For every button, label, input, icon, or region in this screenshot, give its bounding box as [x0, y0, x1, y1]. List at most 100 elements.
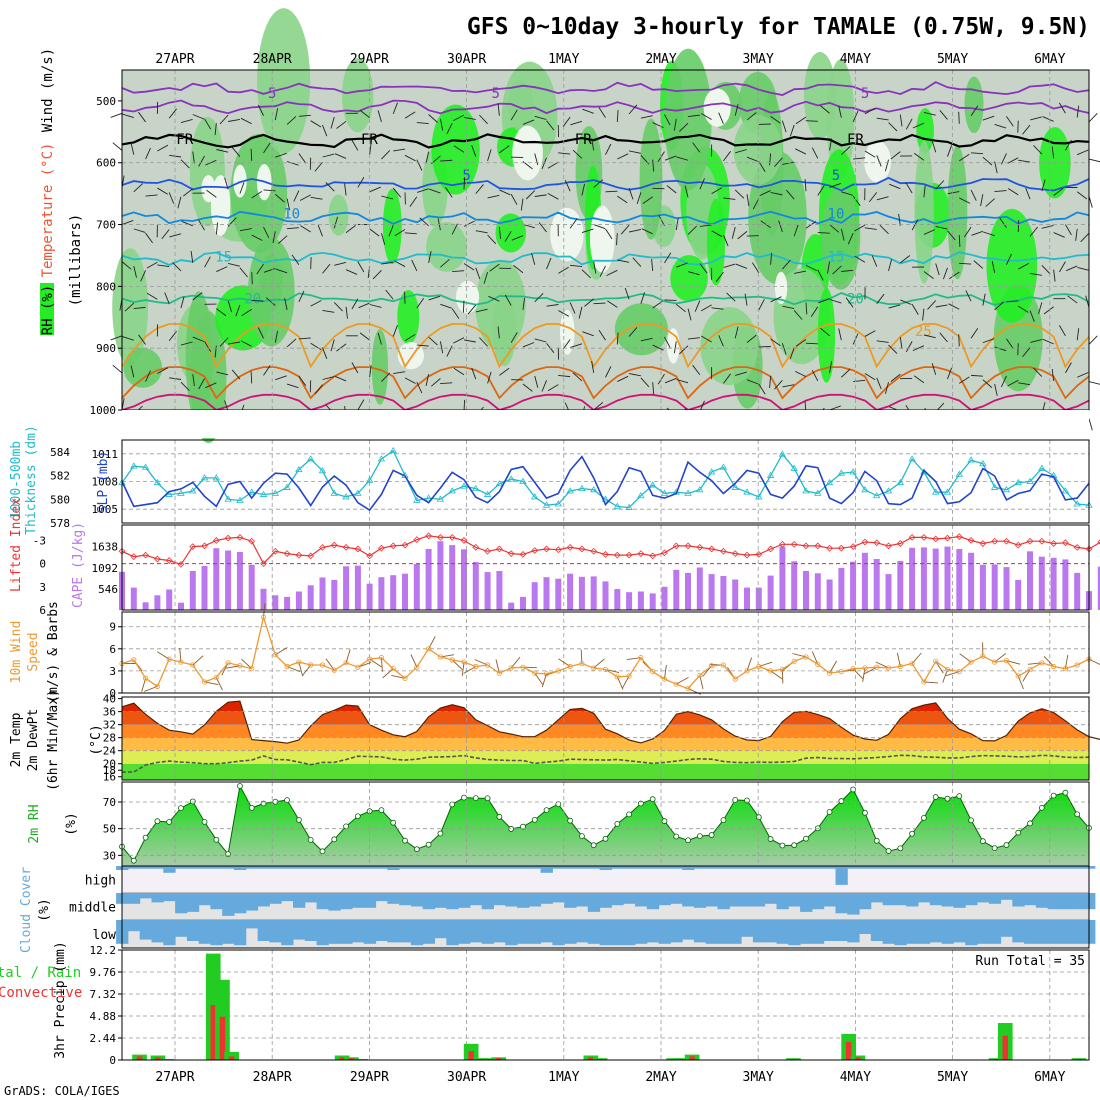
wind-barb	[206, 189, 217, 198]
cape-tick-label: 1638	[92, 541, 119, 554]
wind-barb	[699, 224, 712, 227]
wind-barb	[723, 234, 729, 247]
cape-bar	[543, 577, 550, 610]
wind-barb	[453, 337, 465, 344]
wind-speed-point	[508, 665, 514, 671]
rh-patch	[700, 307, 759, 386]
cloud-row-label: middle	[69, 901, 116, 916]
rh-area	[122, 786, 1089, 866]
cloud-bar-middle	[882, 893, 895, 906]
thickness-point	[766, 471, 775, 478]
wind-barb	[299, 194, 311, 201]
wind-barb	[250, 148, 253, 161]
wind-barb	[392, 187, 402, 198]
wind-barb	[216, 308, 227, 317]
wind-barb	[752, 262, 760, 274]
wind-barb	[591, 138, 595, 151]
wind-barb	[325, 182, 335, 192]
rh-point	[932, 794, 939, 800]
wind-barb	[275, 193, 285, 203]
wind-barb	[293, 190, 300, 202]
wind-barb	[581, 269, 592, 279]
cloud-bar-middle	[269, 893, 282, 904]
cloud-bar-middle	[646, 893, 660, 910]
wind-barb	[275, 152, 287, 158]
thickness-point	[1002, 486, 1011, 493]
rh-point	[225, 851, 232, 858]
cape-bar	[920, 547, 927, 610]
wind-barb	[973, 260, 984, 269]
cloud-bar-low	[458, 920, 471, 944]
wind-barb	[679, 122, 689, 132]
wind-barb	[718, 335, 724, 347]
thickness-point	[542, 501, 551, 508]
wind-barb	[923, 271, 934, 279]
wind-barb	[479, 337, 488, 347]
li-point	[1050, 540, 1058, 547]
thickness-point	[259, 490, 268, 497]
wind-barb	[694, 300, 701, 312]
temp-tick-label: 20	[103, 758, 116, 771]
wind-speed-point	[1039, 660, 1045, 666]
cloud-bar-middle	[693, 893, 707, 908]
cloud-bar-low	[941, 920, 954, 944]
wind-barb	[291, 254, 300, 265]
wind-speed-point	[343, 660, 349, 666]
cape-bar	[213, 548, 220, 610]
thickness-point	[153, 478, 162, 486]
wind-barb	[737, 230, 748, 240]
cape-bar	[732, 579, 739, 610]
wind-barb	[942, 267, 948, 280]
wind-barb	[322, 376, 335, 380]
wind-barb	[684, 185, 689, 198]
wind-speed-point	[992, 659, 998, 665]
li-point	[837, 544, 845, 552]
wind-barb	[628, 327, 638, 337]
cloud-bar-high	[741, 866, 754, 869]
wind-barb	[605, 366, 612, 378]
cloud-bar-low	[281, 920, 294, 946]
wind-barb	[357, 261, 365, 273]
wind-barb	[240, 117, 252, 125]
cloud-bar-high	[611, 866, 624, 869]
cloud-bar-low	[835, 920, 848, 941]
wind-barb	[770, 296, 782, 303]
cape-bar	[991, 564, 998, 610]
wind-barb	[251, 191, 263, 199]
bottom-date-label: 4MAY	[840, 1070, 871, 1085]
precip-total-bar	[224, 1051, 239, 1060]
cloud-bar-middle	[469, 893, 483, 906]
wind-barb	[982, 338, 995, 344]
wind-barb	[970, 105, 979, 116]
wind-barb	[298, 290, 305, 303]
wind-barb	[829, 182, 841, 188]
wind-barb	[1029, 226, 1038, 237]
li-point	[602, 550, 609, 558]
cape-bar	[661, 586, 668, 610]
wind-barb	[641, 228, 653, 235]
wind-barb	[805, 302, 808, 315]
cape-tick-label: 1092	[92, 562, 119, 575]
rh-point	[826, 809, 833, 815]
cape-bar	[1074, 572, 1081, 610]
wind-barb	[417, 188, 429, 193]
run-total-label: Run Total = 35	[975, 954, 1085, 969]
cloud-bar-low	[340, 920, 353, 944]
bottom-date-label: 2MAY	[645, 1070, 676, 1085]
wind-barb	[453, 145, 465, 153]
wind-barb	[146, 261, 158, 269]
thickness-point	[931, 488, 940, 495]
wind-barb	[534, 292, 544, 303]
wind-10m-panel: 0 3 6 9 10m Wind Speed (m/s) & Barbs	[9, 601, 1100, 703]
wind-speed-point	[154, 683, 160, 689]
thickness-point	[625, 503, 633, 510]
wind-barb	[789, 124, 795, 137]
wind-barb	[489, 263, 500, 272]
cloud-bar-low	[611, 920, 624, 946]
isotherm-line	[121, 210, 1090, 226]
wind-barb	[971, 230, 984, 236]
wind-speed-point	[921, 679, 927, 685]
wind-barb	[192, 336, 205, 342]
li-point	[295, 551, 303, 559]
